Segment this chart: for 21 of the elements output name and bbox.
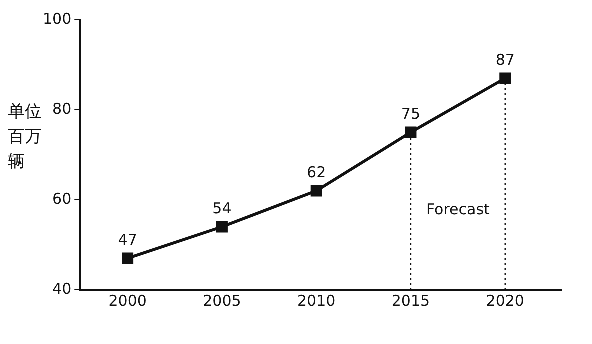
y-tick-label: 100 <box>42 10 72 28</box>
point <box>405 126 417 138</box>
data-label: 75 <box>401 104 421 123</box>
x-tick-label: 2015 <box>392 292 430 310</box>
x-tick-label: 2005 <box>203 292 242 310</box>
annotation: Forecast <box>426 200 490 218</box>
x-tick-label: 2020 <box>486 292 524 310</box>
data-label: 87 <box>496 50 515 69</box>
data-label: 54 <box>212 199 232 218</box>
x-tick-label: 2000 <box>108 292 147 310</box>
y-tick-label: 40 <box>52 280 72 298</box>
point <box>216 221 228 233</box>
point <box>500 72 512 84</box>
y-tick-label: 60 <box>52 190 72 208</box>
x-tick-label: 2010 <box>298 292 336 310</box>
y-axis-title: 单位百万辆 <box>8 101 43 174</box>
data-label: 62 <box>307 163 326 182</box>
point <box>122 252 134 264</box>
data-label: 47 <box>118 230 138 249</box>
point <box>310 185 322 197</box>
y-tick-label: 80 <box>52 100 72 118</box>
